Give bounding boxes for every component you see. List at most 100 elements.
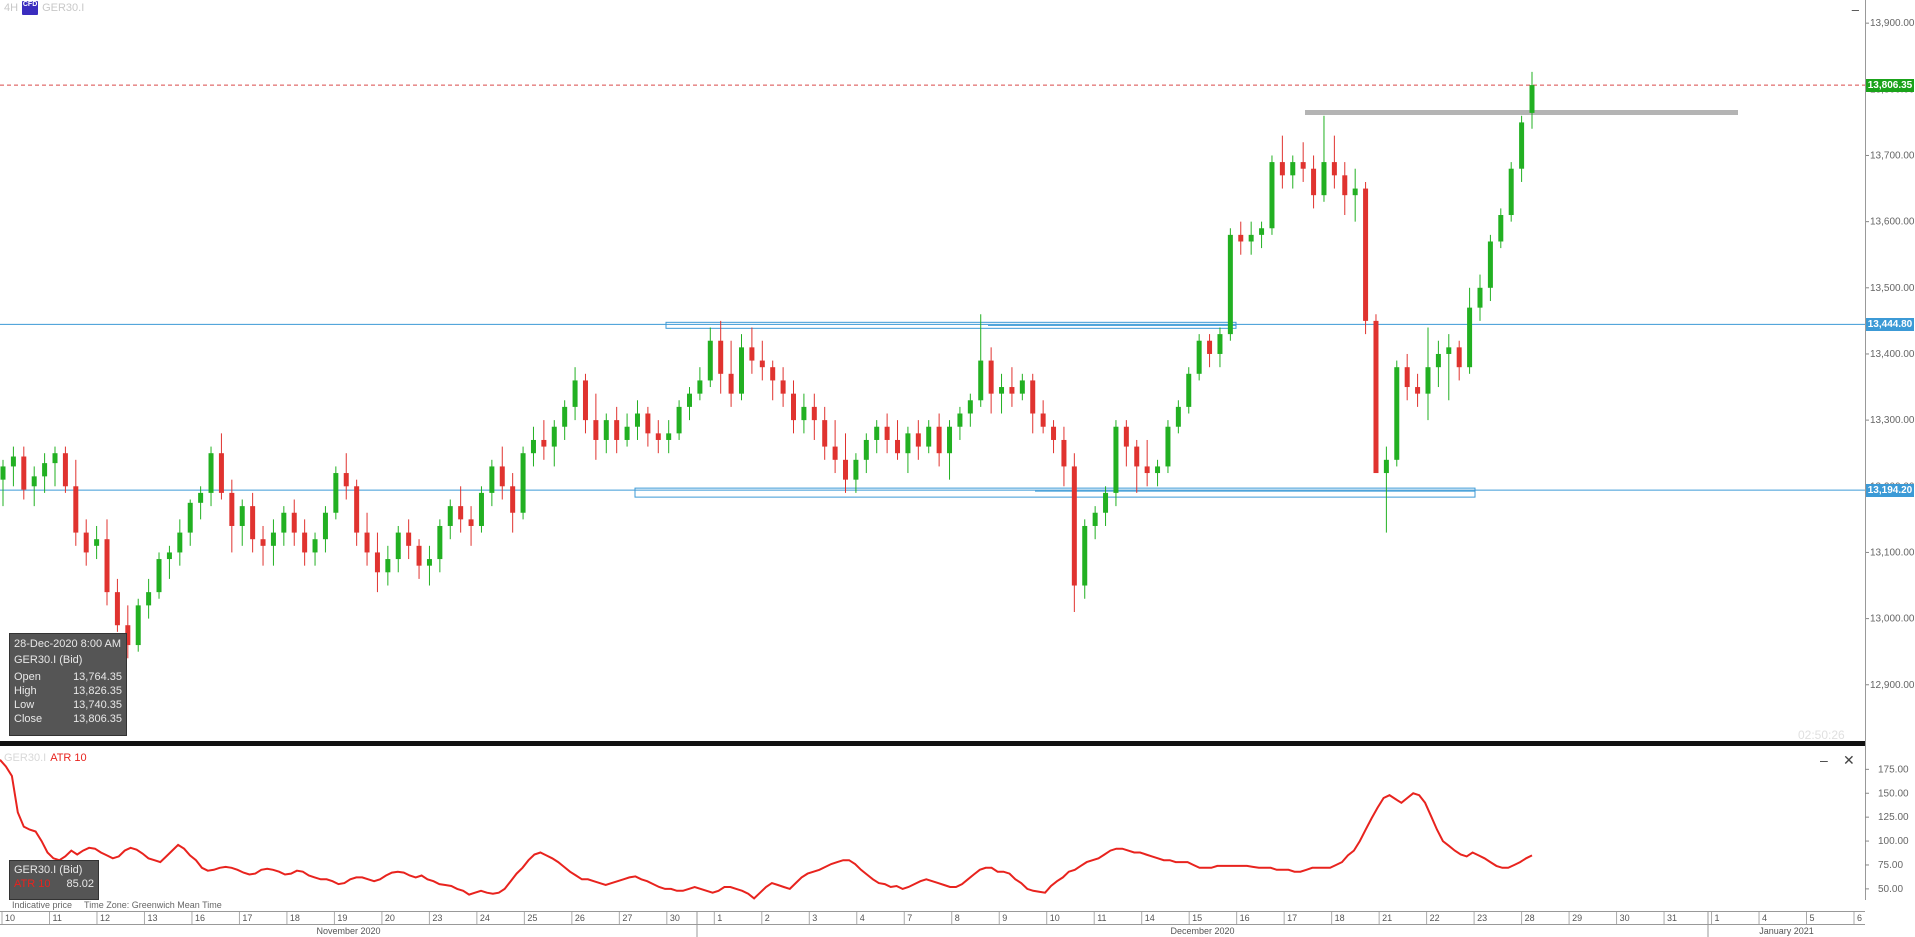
candle [1446,334,1452,401]
symbol-label[interactable]: GER30.I [42,2,85,14]
candle [1144,439,1150,487]
candle-body [1279,162,1285,176]
candle-body [759,360,765,368]
time-tick-label: 3 [812,913,817,923]
candle [791,380,797,434]
candle-body [104,539,110,593]
candle-body [478,492,484,526]
time-tick-label: 6 [1857,913,1862,923]
candle-body [125,625,131,646]
candle [1404,353,1410,401]
candle [135,598,141,652]
candle-body [322,512,328,540]
candle [1227,228,1233,341]
candle [416,539,422,579]
candle [1311,155,1317,209]
candle-body [1092,512,1098,526]
candle [1290,155,1296,189]
candle-body [676,406,682,434]
countdown-timer: 02:50:26 [1798,728,1845,742]
candle-body [1061,439,1067,467]
price-axis: 12,900.0013,000.0013,100.0013,200.0013,3… [1865,18,1915,691]
candle-body [1300,162,1306,169]
candle-body [31,476,37,487]
price-tick-label: 13,300.00 [1870,415,1915,426]
atr-tick-label: 125.00 [1878,812,1909,823]
candle-body [895,439,901,454]
time-tick-label: 18 [290,913,300,923]
candle [780,367,786,407]
minimize-atr-pane-button[interactable]: – [1820,752,1828,768]
time-tick-label: 13 [147,913,157,923]
candle-body [1363,188,1369,321]
candle-body [114,592,120,626]
time-tick-label: 17 [242,913,252,923]
timeframe-label[interactable]: 4H [4,2,19,14]
candle [62,446,68,493]
time-tick-label: 15 [1192,913,1202,923]
candle [218,433,224,500]
time-tick-label: 30 [670,913,680,923]
atr-tick-label: 175.00 [1878,764,1909,775]
price-tick-label: 13,500.00 [1870,283,1915,294]
atr-indicator-name[interactable]: ATR 10 [50,752,87,764]
candle-body [988,360,994,394]
candle [1175,400,1181,434]
close-atr-pane-button[interactable]: ✕ [1843,752,1855,768]
atr-info-box: GER30.I (Bid) ATR 10 85.02 [9,860,99,900]
candle-body [1082,525,1088,586]
candle [499,446,505,500]
candle [676,400,682,440]
candle [229,479,235,553]
candle [447,499,453,540]
candle-body [1508,168,1514,216]
candle-body [999,387,1005,394]
candle [468,506,474,546]
atr-axis: 50.00 75.00 100.00 125.00 150.00 175.00 [1865,764,1909,895]
minimize-main-pane-button[interactable]: – [1851,2,1859,17]
candle [489,459,495,507]
candle [94,525,100,560]
time-tick-label: 1 [1715,913,1720,923]
candle [1207,334,1213,368]
candle-body [291,512,297,533]
time-tick-label: 25 [527,913,537,923]
candle [697,367,703,401]
candle [1373,314,1379,474]
price-tick-label: 13,900.00 [1870,18,1915,29]
candle-body [489,466,495,493]
candle [1123,420,1129,467]
candle-body [801,406,807,421]
candle-body [406,532,412,546]
candle [832,420,838,474]
candle-body [905,433,911,454]
candle-body [874,426,880,440]
candle [1092,506,1098,540]
period-label: December 2020 [1170,926,1234,936]
candle-body [1227,234,1233,335]
time-tick-label: 19 [337,913,347,923]
candle-body [832,446,838,460]
candle [1217,327,1223,368]
candle [1269,155,1275,235]
candle-body [1498,215,1504,242]
candle [1519,115,1525,182]
candle [1113,420,1119,507]
info-low-row: Low 13,740.35 [14,699,122,711]
candle-body [395,532,401,560]
candle [582,373,588,434]
candle-body [156,559,162,593]
candle [510,473,516,533]
candle-body [354,486,360,533]
candle [1051,420,1057,454]
time-tick-label: 14 [1145,913,1155,923]
candle-body [947,426,953,454]
candle [1019,373,1025,401]
candle-body [1165,426,1171,467]
candle [655,420,661,454]
candle [707,327,713,388]
candle-body [749,347,755,361]
candle-body [1487,241,1493,288]
